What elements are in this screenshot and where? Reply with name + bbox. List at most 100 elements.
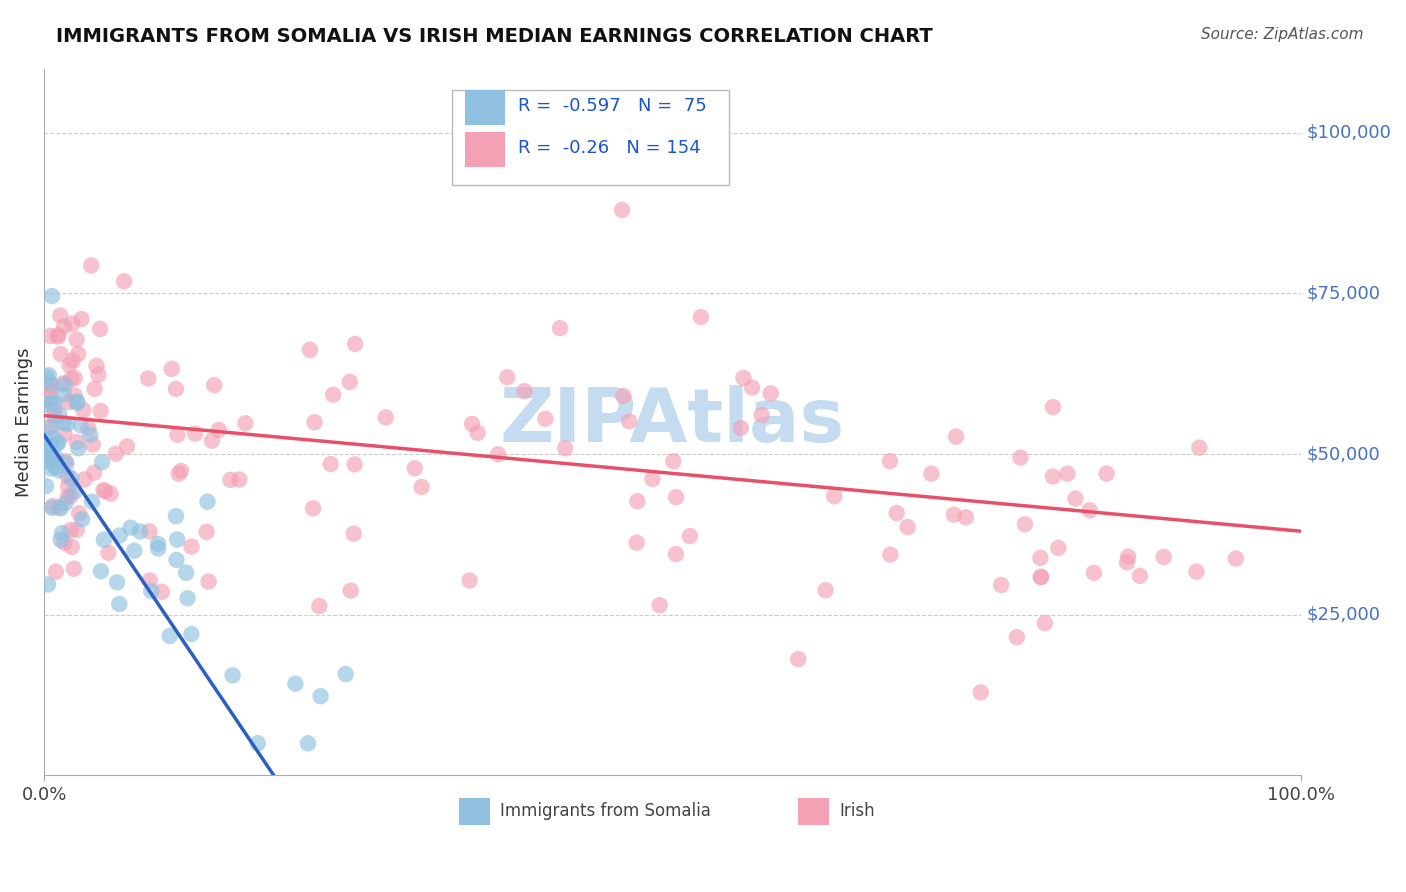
Point	[100, 486, 122, 500]
Point	[59, 523, 82, 537]
Point	[93, 483, 115, 497]
Point	[787, 652, 810, 666]
Point	[335, 667, 357, 681]
Point	[165, 382, 187, 396]
Point	[467, 425, 489, 440]
Point	[90, 404, 112, 418]
Point	[344, 337, 367, 351]
Point	[411, 480, 433, 494]
Point	[166, 553, 188, 567]
Point	[1033, 616, 1056, 631]
Point	[90, 564, 112, 578]
Point	[733, 371, 755, 385]
Point	[970, 685, 993, 699]
Point	[45, 451, 67, 466]
Point	[148, 541, 170, 556]
Point	[1056, 467, 1078, 481]
Point	[648, 598, 671, 612]
Point	[39, 452, 62, 467]
Point	[53, 377, 76, 392]
Point	[60, 540, 83, 554]
Point	[1225, 551, 1247, 566]
Point	[62, 562, 84, 576]
Point	[284, 676, 307, 690]
Point	[679, 529, 702, 543]
Point	[39, 329, 62, 343]
Point	[49, 533, 72, 547]
Point	[612, 389, 634, 403]
Point	[51, 526, 73, 541]
Point	[66, 333, 89, 347]
Point	[70, 512, 93, 526]
Point	[45, 454, 67, 468]
Point	[46, 328, 69, 343]
Point	[48, 435, 70, 450]
Point	[219, 473, 242, 487]
Point	[112, 274, 135, 288]
Point	[52, 416, 75, 430]
Point	[141, 584, 163, 599]
Point	[297, 736, 319, 750]
Point	[42, 499, 65, 513]
Point	[322, 387, 344, 401]
Point	[374, 410, 396, 425]
Point	[120, 521, 142, 535]
Point	[56, 417, 79, 431]
Point	[91, 455, 114, 469]
Point	[45, 565, 67, 579]
Point	[39, 461, 62, 475]
Point	[63, 371, 86, 385]
Point	[955, 510, 977, 524]
Point	[59, 489, 82, 503]
Point	[34, 398, 56, 412]
Point	[1153, 549, 1175, 564]
Point	[55, 457, 77, 471]
Point	[343, 458, 366, 472]
FancyBboxPatch shape	[465, 132, 505, 168]
Point	[879, 454, 901, 468]
Point	[79, 427, 101, 442]
Point	[52, 376, 75, 391]
Point	[73, 473, 96, 487]
Point	[741, 380, 763, 394]
Point	[38, 452, 60, 467]
Point	[39, 456, 62, 470]
Point	[60, 317, 83, 331]
Point	[48, 500, 70, 515]
Point	[82, 437, 104, 451]
Point	[41, 440, 63, 454]
Point	[45, 460, 67, 475]
Point	[38, 368, 60, 383]
Point	[339, 375, 361, 389]
Point	[39, 395, 62, 409]
Point	[41, 419, 63, 434]
Point	[115, 440, 138, 454]
Point	[48, 408, 70, 422]
Point	[53, 536, 76, 550]
Point	[166, 533, 188, 547]
Point	[343, 526, 366, 541]
Point	[184, 426, 207, 441]
Point	[626, 494, 648, 508]
Point	[1029, 550, 1052, 565]
Point	[39, 384, 62, 398]
Point	[87, 368, 110, 382]
Point	[138, 524, 160, 539]
Point	[44, 409, 66, 423]
Point	[610, 202, 633, 217]
Point	[34, 433, 56, 447]
Point	[49, 309, 72, 323]
Point	[208, 423, 231, 437]
Point	[548, 321, 571, 335]
Text: R =  -0.597   N =  75: R = -0.597 N = 75	[517, 97, 707, 115]
Point	[513, 384, 536, 399]
Point	[58, 395, 80, 409]
Point	[1188, 441, 1211, 455]
Point	[554, 442, 576, 456]
Point	[170, 464, 193, 478]
Point	[886, 506, 908, 520]
Point	[35, 442, 58, 456]
Point	[897, 520, 920, 534]
FancyBboxPatch shape	[465, 90, 505, 125]
Point	[34, 452, 56, 467]
